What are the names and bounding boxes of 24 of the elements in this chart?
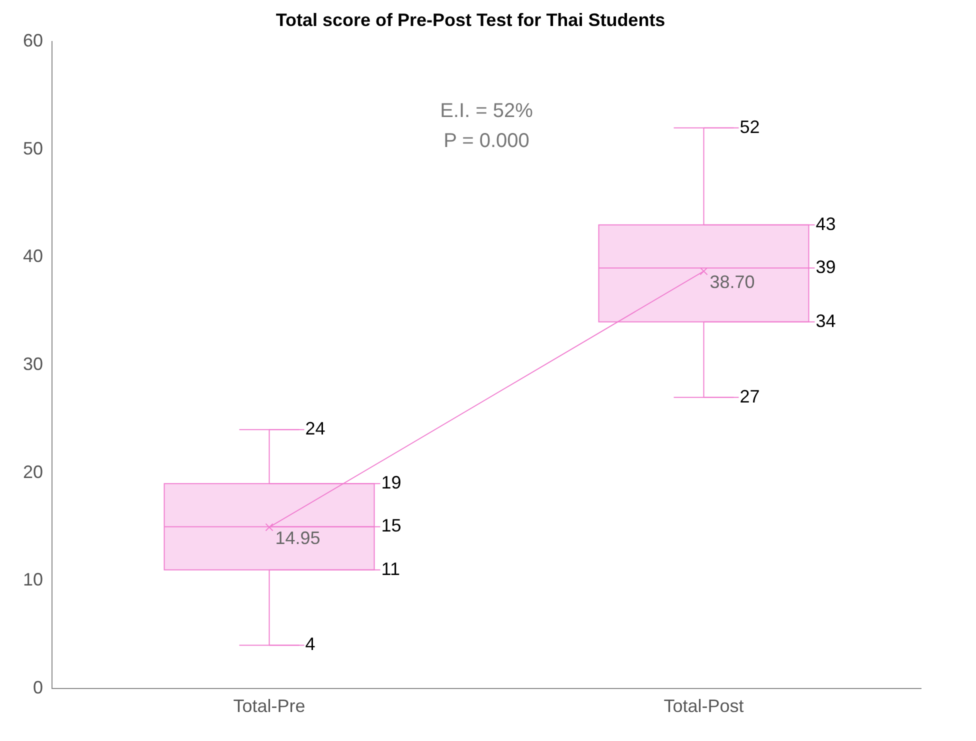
annotation: 11 [381, 558, 400, 579]
y-tick-label: 10 [22, 570, 44, 590]
annotation: 24 [305, 418, 326, 439]
x-tick-label: Total-Pre [233, 696, 306, 716]
annotation: 52 [740, 116, 760, 137]
y-tick-label: 50 [22, 138, 44, 158]
data-label: 38.70 [710, 272, 755, 292]
y-tick-label: 0 [33, 677, 44, 698]
annotation: 27 [740, 386, 760, 406]
y-tick-label: 30 [22, 354, 44, 374]
y-tick-label: 60 [22, 30, 44, 51]
annotation: 4 [305, 634, 316, 654]
annotation: 15 [381, 516, 402, 536]
annotation: 19 [381, 472, 402, 493]
y-tick-label: 40 [22, 246, 44, 266]
annotation: 34 [816, 310, 836, 331]
chart-title: Total score of Pre-Post Test for Thai Students [276, 10, 666, 30]
annotation: 39 [816, 256, 836, 277]
annotation: P = 0.000 [444, 130, 530, 152]
annotation: E.I. = 52% [440, 100, 534, 122]
y-tick-label: 20 [22, 462, 44, 482]
x-tick-label: Total-Post [664, 696, 744, 716]
annotation: 43 [816, 214, 836, 234]
data-label: 14.95 [275, 528, 320, 548]
